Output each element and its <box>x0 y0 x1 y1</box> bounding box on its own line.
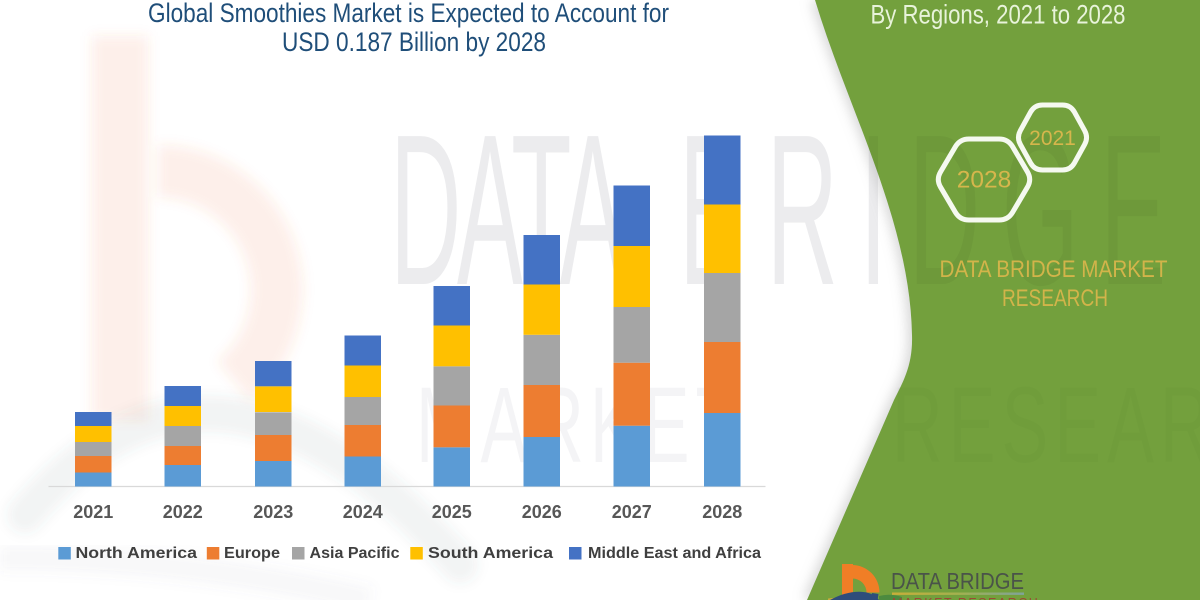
svg-text:2023: 2023 <box>253 502 293 522</box>
svg-text:2028: 2028 <box>702 502 742 522</box>
svg-text:MARKET RESEARCH: MARKET RESEARCH <box>892 596 1039 600</box>
svg-text:2026: 2026 <box>522 502 562 522</box>
svg-text:Europe: Europe <box>224 545 280 562</box>
svg-text:2021: 2021 <box>73 502 113 522</box>
svg-text:DATA: DATA <box>390 91 626 330</box>
svg-text:2022: 2022 <box>163 502 203 522</box>
svg-text:South America: South America <box>428 545 553 562</box>
svg-text:RESEARCH: RESEARCH <box>1002 285 1108 312</box>
svg-text:Middle East and Africa: Middle East and Africa <box>588 545 761 562</box>
svg-text:DATA BRIDGE: DATA BRIDGE <box>891 568 1024 594</box>
svg-text:Global Smoothies Market is Exp: Global Smoothies Market is Expected to A… <box>148 0 669 28</box>
svg-text:Asia Pacific: Asia Pacific <box>310 545 400 562</box>
svg-text:USD 0.187 Billion by 2028: USD 0.187 Billion by 2028 <box>282 27 546 57</box>
svg-text:DATA BRIDGE MARKET: DATA BRIDGE MARKET <box>940 256 1168 283</box>
svg-text:By Regions, 2021 to 2028: By Regions, 2021 to 2028 <box>871 0 1126 30</box>
svg-text:North America: North America <box>76 545 198 562</box>
svg-text:2024: 2024 <box>343 502 383 522</box>
svg-text:2028: 2028 <box>957 167 1012 194</box>
svg-text:2027: 2027 <box>612 502 652 522</box>
svg-text:2021: 2021 <box>1029 127 1076 150</box>
svg-text:RESEARCH: RESEARCH <box>892 366 1200 486</box>
svg-text:2025: 2025 <box>432 502 472 522</box>
